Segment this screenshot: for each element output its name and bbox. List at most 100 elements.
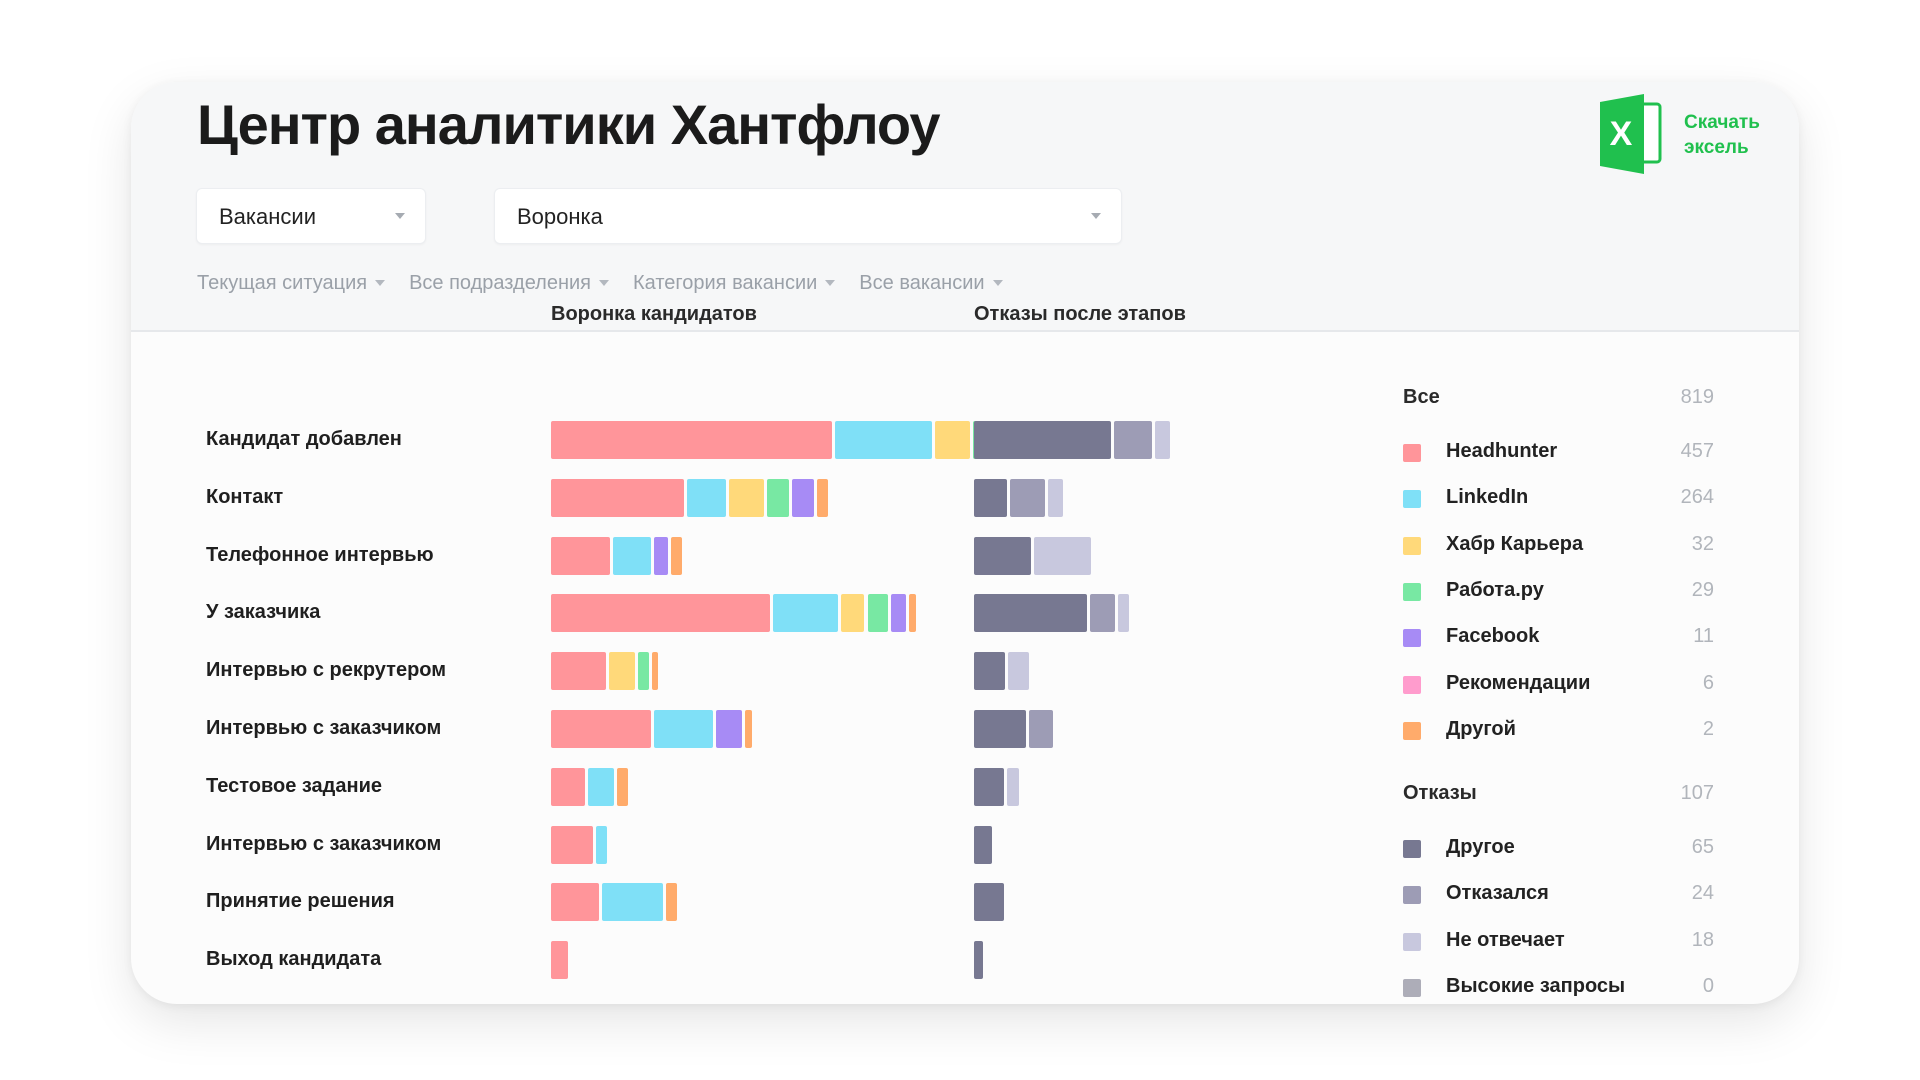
legend-swatch xyxy=(1403,978,1421,997)
refusal-bar-segment xyxy=(974,941,984,980)
stage-label: Принятие решения xyxy=(206,890,395,913)
legend-item-name: Facebook xyxy=(1446,625,1540,648)
svg-text:X: X xyxy=(1610,115,1633,153)
funnel-bar-segment xyxy=(791,478,814,517)
stage-label: Кандидат добавлен xyxy=(206,428,402,450)
stage-label: Выход кандидата xyxy=(206,948,382,971)
funnel-bar-segment xyxy=(638,652,650,691)
refusal-bar-segment xyxy=(974,710,1026,748)
refusal-bar-segment xyxy=(974,883,1004,922)
legend-item-count: 65 xyxy=(1691,836,1714,858)
legend-item[interactable]: Хабр Карьера 32 xyxy=(1403,532,1714,560)
legend-item-count: 18 xyxy=(1691,928,1714,951)
refusals-chart-title: Отказы после этапов xyxy=(974,303,1186,325)
refusal-bar-segment xyxy=(974,652,1006,691)
legend-item[interactable]: Headhunter 457 xyxy=(1403,439,1714,467)
filter-divisions[interactable]: Все подразделения xyxy=(409,268,613,298)
filter-bar: Текущая ситуация Все подразделения Катег… xyxy=(197,268,1027,298)
funnel-bar-segment xyxy=(816,478,828,517)
refusal-bar-segment xyxy=(1113,421,1153,459)
funnel-bar-segment xyxy=(551,478,684,517)
legend-item-name: Headhunter xyxy=(1446,440,1558,462)
legend-item[interactable]: Рекомендации 6 xyxy=(1403,671,1714,699)
funnel-bar-segment xyxy=(587,767,614,806)
legend-item-name: Хабр Карьера xyxy=(1446,532,1584,555)
vacancies-select-value: Вакансии xyxy=(219,204,316,229)
chevron-down-icon xyxy=(825,280,836,286)
legend-item-name: Другой xyxy=(1446,717,1516,740)
legend-item-count: 6 xyxy=(1702,671,1714,694)
header: Центр аналитики Хантфлоу Вакансии Воронк… xyxy=(131,82,1799,332)
download-excel-button[interactable]: X Скачать эксель xyxy=(1596,94,1799,174)
legend-item[interactable]: Facebook 11 xyxy=(1403,624,1714,652)
funnel-bar-segment xyxy=(652,652,658,691)
legend-item-count: 24 xyxy=(1691,882,1714,905)
funnel-bar-segment xyxy=(653,536,669,575)
funnel-bar-segment xyxy=(867,594,888,633)
funnel-bar-segment xyxy=(835,421,932,459)
refusal-bar-segment xyxy=(974,478,1008,517)
legend-swatch xyxy=(1403,536,1421,555)
refusal-bar-segment xyxy=(1155,421,1171,459)
legend-item-name: Другое xyxy=(1446,836,1515,858)
funnel-bar-segment xyxy=(908,594,916,633)
refusal-bar-segment xyxy=(1028,710,1053,748)
refusal-bar-segment xyxy=(1008,652,1029,691)
legend-swatch xyxy=(1403,582,1421,601)
excel-icon: X xyxy=(1600,94,1662,174)
page-title: Центр аналитики Хантфлоу xyxy=(197,93,941,156)
vacancies-select[interactable]: Вакансии xyxy=(196,188,426,244)
funnel-bar-segment xyxy=(601,883,663,922)
stage-label: Телефонное интервью xyxy=(206,543,434,566)
stage-label: Интервью с заказчиком xyxy=(206,717,442,739)
funnel-bar-segment xyxy=(551,767,585,806)
filter-category[interactable]: Категория вакансии xyxy=(633,268,839,298)
filter-period[interactable]: Текущая ситуация xyxy=(197,268,389,298)
funnel-bar-segment xyxy=(609,652,636,691)
legend-item[interactable]: Другое 65 xyxy=(1403,835,1714,863)
filter-vacancies[interactable]: Все вакансии xyxy=(859,268,1006,298)
funnel-bar-segment xyxy=(728,478,764,517)
legend-item-name: LinkedIn xyxy=(1446,486,1529,509)
refusal-bar-segment xyxy=(974,421,1111,459)
funnel-bar-segment xyxy=(772,594,838,633)
legend-item-count: 29 xyxy=(1691,578,1714,601)
stage-label: Контакт xyxy=(206,485,284,508)
funnel-bar-segment xyxy=(716,710,743,748)
stage-label: У заказчика xyxy=(206,601,321,624)
refusal-bar-segment xyxy=(1048,478,1063,517)
funnel-bar-segment xyxy=(616,767,628,806)
legend-item[interactable]: Не отвечает 18 xyxy=(1403,928,1714,956)
legend-item[interactable]: Другой 2 xyxy=(1403,717,1714,745)
legend-item[interactable]: Работа.ру 29 xyxy=(1403,578,1714,606)
legend-item-count: 457 xyxy=(1680,440,1714,462)
refusal-bar-segment xyxy=(1006,767,1020,806)
stage-label: Тестовое задание xyxy=(206,774,382,797)
funnel-bar-segment xyxy=(934,421,970,459)
stage-label: Интервью с заказчиком xyxy=(206,832,442,855)
legend-item-name: Отказался xyxy=(1446,882,1549,905)
legend-item-count: 2 xyxy=(1702,717,1714,740)
refusals-legend-title: Отказы xyxy=(1403,782,1477,804)
legend-swatch xyxy=(1403,886,1421,905)
funnel-bar-segment xyxy=(551,825,594,864)
refusals-legend-total: 107 xyxy=(1680,782,1714,804)
legend-item-count: 0 xyxy=(1702,974,1714,997)
legend-item[interactable]: LinkedIn 264 xyxy=(1403,485,1714,513)
legend-item[interactable]: Отказался 24 xyxy=(1403,881,1714,909)
funnel-bar-segment xyxy=(613,536,651,575)
legend-swatch xyxy=(1403,444,1421,462)
legend-swatch xyxy=(1403,840,1421,858)
funnel-chart-title: Воронка кандидатов xyxy=(551,303,757,325)
funnel-bar-segment xyxy=(890,594,906,633)
legend-item[interactable]: Высокие запросы 0 xyxy=(1403,974,1714,1002)
all-legend-title: Все xyxy=(1403,386,1440,408)
legend-item-name: Работа.ру xyxy=(1446,578,1544,601)
funnel-bar-segment xyxy=(551,710,652,748)
chevron-down-icon xyxy=(1091,213,1101,219)
report-select[interactable]: Воронка xyxy=(494,188,1122,244)
funnel-bar-segment xyxy=(671,536,683,575)
chevron-down-icon xyxy=(395,213,405,219)
funnel-bar-segment xyxy=(551,421,833,459)
report-select-value: Воронка xyxy=(517,204,603,229)
